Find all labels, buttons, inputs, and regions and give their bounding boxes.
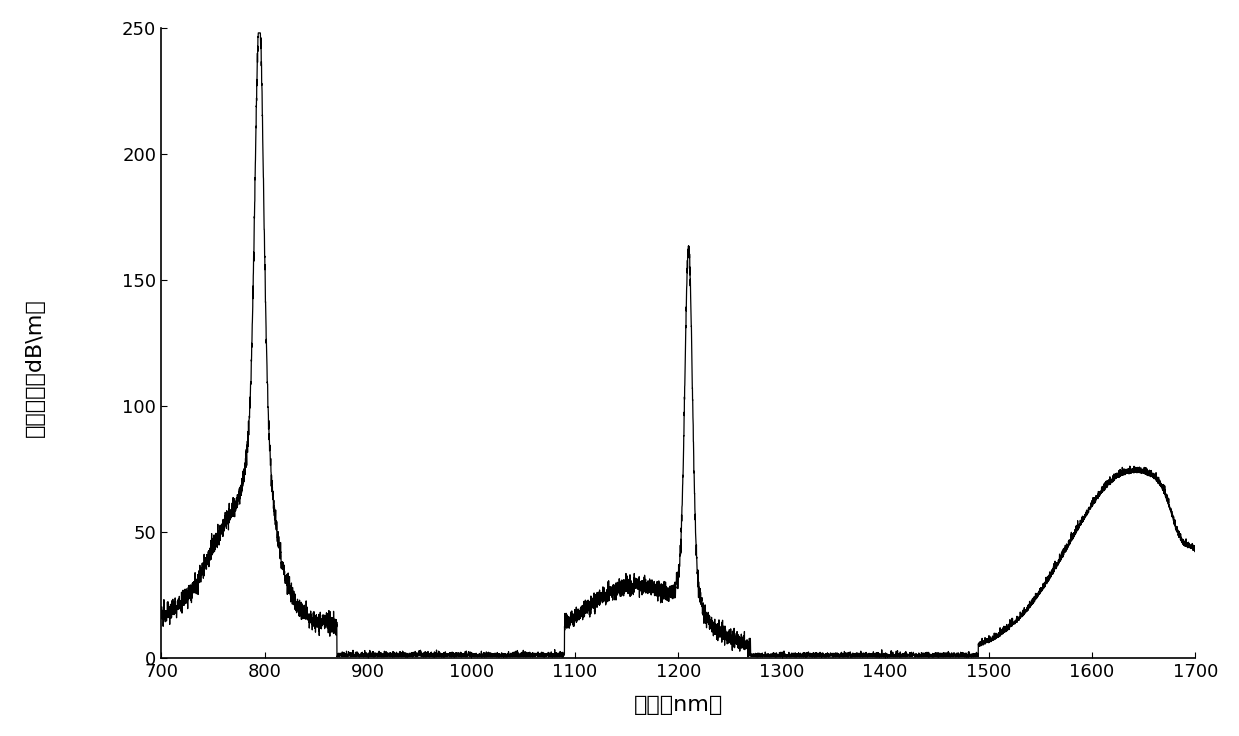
Text: 吸收系数（dB\m）: 吸收系数（dB\m） [25,299,45,437]
X-axis label: 波长（nm）: 波长（nm） [633,696,722,715]
